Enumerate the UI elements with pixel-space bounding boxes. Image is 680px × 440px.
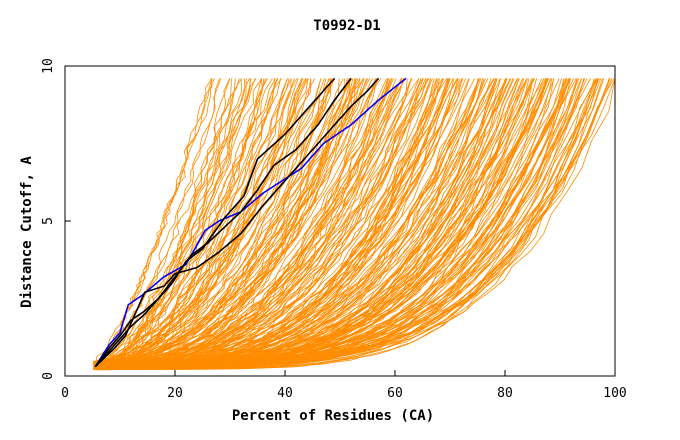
background-series-line [100,78,282,366]
background-series-line [101,78,577,364]
background-series-line [100,78,312,368]
x-tick-label: 0 [61,386,69,401]
y-tick-label: 0 [41,372,56,380]
background-series-line [93,78,240,364]
background-series-line [100,78,600,362]
background-series-line [102,78,547,365]
background-series-line [98,78,371,362]
background-series-line [99,78,213,363]
series-line-2 [94,77,336,368]
y-tick-label: 10 [41,58,56,74]
highlight-series-group [94,77,407,368]
background-series-group [92,78,616,371]
background-series-line [93,78,276,364]
background-series-line [104,78,603,369]
background-series-line [101,78,616,367]
background-series-line [102,78,335,362]
x-tick-label: 60 [387,386,403,401]
series-line-4 [94,77,380,368]
background-series-line [101,78,298,362]
series-line-1 [94,77,407,368]
background-series-line [102,78,252,367]
background-series-line [95,78,308,362]
background-series-line [101,78,231,364]
tick-group: 0 20 40 60 80 100 0 5 10 [41,58,627,401]
background-series-line [97,78,610,370]
background-series-line [104,78,331,364]
background-series-line [93,78,278,369]
background-series-line [98,78,273,364]
y-tick-label: 5 [41,217,56,225]
x-tick-label: 40 [277,386,293,401]
background-series-line [98,78,613,369]
background-series-line [93,78,327,366]
background-series-line [92,78,220,367]
background-series-line [94,78,616,362]
background-series-line [99,78,213,361]
x-tick-label: 80 [497,386,513,401]
background-series-line [100,78,246,366]
background-series-line [96,78,257,369]
background-series-line [94,78,215,363]
y-axis-label: Distance Cutoff, A [19,156,35,308]
background-series-line [93,78,427,363]
x-axis-label: Percent of Residues (CA) [232,408,434,424]
chart-title: T0992-D1 [313,18,380,34]
x-tick-label: 20 [167,386,183,401]
series-line-3 [94,77,352,368]
x-tick-label: 100 [603,386,626,401]
